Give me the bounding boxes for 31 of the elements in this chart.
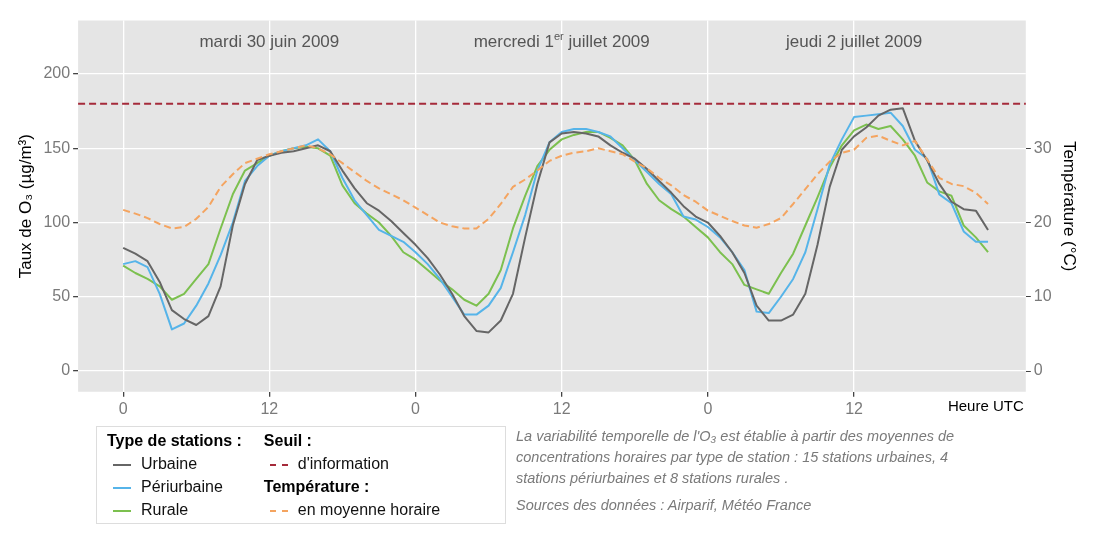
y-tick-label: 0 [61,361,71,379]
x-tick-label: 12 [845,399,864,417]
legend-label: en moyenne horaire [297,501,441,518]
source-note: Sources des données : Airparif, Météo France [516,496,813,515]
text: Température : [263,477,371,497]
legend-label: Rurale [141,501,189,518]
y-axis-title: Taux de O₃ (µg/m³) [15,134,35,279]
y-tick-label: 50 [52,287,71,305]
text: La variabilité temporelle de l'O₃ est établie à partir des moyennes de concentrations horaires par type de station : 15 stations urbaines, 4 stations périurbaines et 8 stations rurales . [516,427,956,488]
annotation: jeudi 2 juillet 2009 [785,32,923,52]
x-tick-label: 12 [552,399,571,417]
legend-label: Urbaine [141,455,198,472]
line-series [122,134,990,230]
legend-label: Périurbaine [141,478,223,495]
x-axis-title: Heure UTC [947,396,1024,414]
legend-label: d'information [297,455,389,472]
y2-tick-label: 30 [1033,138,1052,156]
y-tick-label: 200 [43,64,71,82]
x-tick-label: 12 [260,399,279,417]
y2-tick-label: 10 [1033,287,1052,305]
y-tick-label: 150 [43,138,71,156]
x-tick-label: 0 [118,399,128,417]
y-tick-label: 100 [43,212,71,230]
x-tick-label: 0 [411,399,421,417]
y2-tick-label: 20 [1033,212,1052,230]
text: Seuil : [263,431,313,451]
y2-axis-title: Température (°C) [1060,140,1080,272]
x-tick-label: 0 [703,399,713,417]
y2-tick-label: 0 [1033,361,1043,379]
annotation: mardi 30 juin 2009 [199,32,340,52]
legend-title: Type de stations : [107,431,242,451]
